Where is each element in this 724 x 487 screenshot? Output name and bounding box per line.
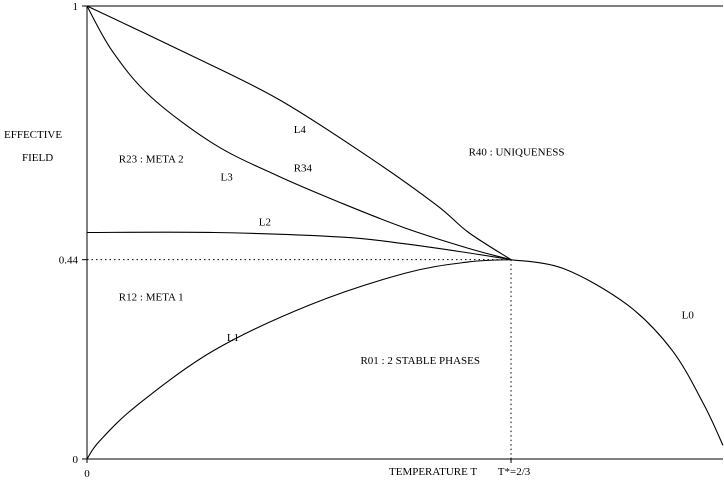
y-axis-label: EFFECTIVE — [4, 129, 62, 141]
region-annotation: R12 : META 1 — [119, 291, 184, 303]
curve-label-l0: L0 — [682, 310, 695, 322]
y-axis-label: FIELD — [22, 152, 53, 164]
series-line-l4 — [86, 5, 512, 261]
curve-label-r34: R34 — [294, 162, 313, 174]
x-axis-label: TEMPERATURE T — [389, 466, 477, 478]
series-line-l3 — [86, 5, 512, 261]
curve-label-l4: L4 — [294, 124, 307, 136]
x-tick-label: 0 — [84, 468, 90, 480]
series-line-l1 — [86, 259, 512, 460]
curve-label-l2: L2 — [259, 217, 271, 229]
curve-label-l1: L1 — [227, 332, 239, 344]
y-tick-label: 0.44 — [59, 255, 79, 267]
region-annotation: R01 : 2 STABLE PHASES — [360, 355, 480, 367]
curve-label-l3: L3 — [221, 171, 234, 183]
y-tick-label: 0 — [73, 454, 79, 466]
region-annotation: R40 : UNIQUENESS — [469, 146, 565, 158]
critical-temperature-label: T*=2/3 — [498, 466, 531, 478]
series-line-l2 — [86, 231, 512, 261]
region-annotation: R23 : META 2 — [119, 153, 184, 165]
y-tick-label: 1 — [73, 1, 79, 13]
series-line-l0 — [510, 259, 724, 446]
